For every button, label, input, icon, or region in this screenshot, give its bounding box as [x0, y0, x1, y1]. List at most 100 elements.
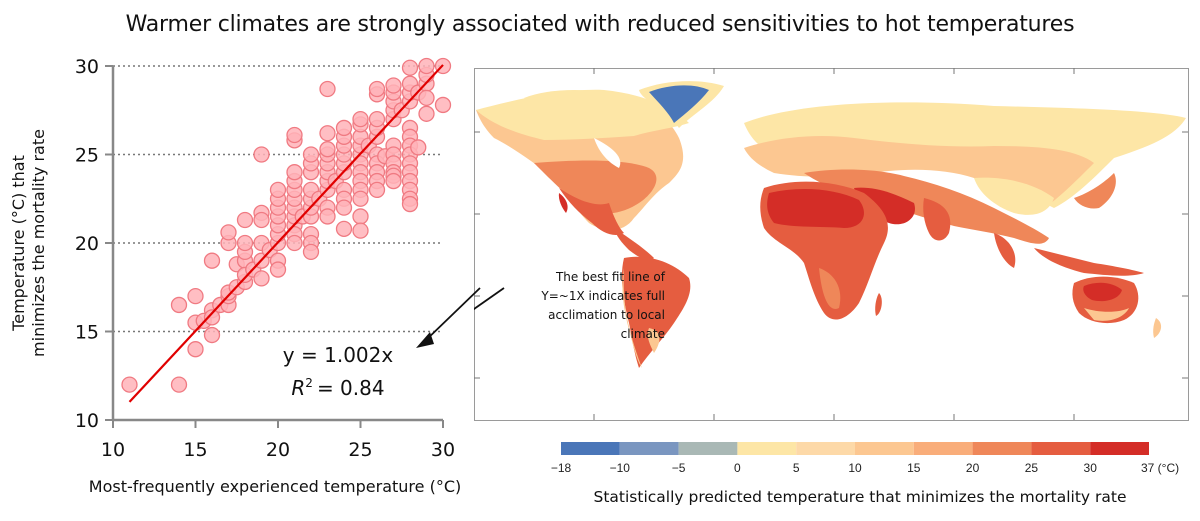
data-point	[335, 199, 353, 216]
r-symbol: R	[291, 376, 305, 400]
data-point	[335, 220, 353, 237]
data-point	[401, 59, 419, 76]
y-tick-label: 30	[75, 56, 99, 78]
data-point	[418, 89, 435, 107]
colorbar-tick-label: 30	[1084, 461, 1098, 475]
x-tick-label: 30	[431, 439, 455, 461]
fit-line	[128, 64, 444, 403]
arrow-line	[423, 287, 481, 343]
map-ticks	[474, 68, 1188, 420]
colorbar-bin	[1031, 442, 1091, 455]
annotation-line: acclimation to local	[548, 308, 665, 322]
colorbar-tick-label: −18	[551, 461, 572, 475]
x-tick-label: 10	[101, 439, 125, 461]
colorbar-tick-labels: −18 −10 −5 0 5 10 15 20 25 30 37 (°C)	[551, 461, 1179, 475]
axes	[105, 65, 444, 428]
world-map	[474, 68, 1189, 421]
data-point	[434, 96, 452, 114]
fit-equation: y = 1.002x	[283, 343, 394, 367]
data-point	[335, 119, 353, 137]
y-axis-title-line2: minimizes the mortality rate	[29, 129, 48, 357]
data-point	[170, 376, 188, 393]
colorbar-tick-label: 20	[966, 461, 980, 475]
annotation-arrow	[474, 287, 505, 311]
arrow-head-layer	[416, 287, 481, 348]
data-point	[352, 110, 369, 128]
data-point	[352, 222, 369, 239]
colorbar-bin	[855, 442, 914, 455]
gridlines	[113, 65, 443, 333]
figure-title: Warmer climates are strongly associated …	[125, 12, 1075, 37]
arrow-head-icon	[416, 332, 434, 348]
data-point	[286, 234, 303, 252]
colorbar-tick-label: 15	[907, 461, 921, 475]
colorbar-bin	[737, 442, 797, 455]
data-point	[253, 270, 270, 287]
south-america	[621, 256, 691, 368]
data-point	[302, 146, 320, 163]
data-point	[352, 208, 369, 225]
southeast-asia	[1034, 173, 1144, 276]
data-point	[236, 211, 254, 229]
annotation-line: climate	[620, 327, 665, 341]
australia	[1072, 276, 1162, 338]
north-america	[476, 89, 689, 261]
y-tick-label: 15	[75, 322, 99, 344]
x-axis-title: Most-frequently experienced temperature …	[89, 477, 461, 496]
colorbar-tick-label: −10	[610, 461, 631, 475]
colorbar-tick-label: 25	[1025, 461, 1039, 475]
annotation-line: Y=~1X indicates full	[541, 289, 665, 303]
colorbar-bin	[619, 442, 679, 455]
data-point	[319, 125, 336, 142]
colorbar-tick-label: 0	[734, 461, 741, 475]
data-point	[401, 195, 419, 213]
data-point	[253, 211, 270, 229]
x-tick-label: 15	[183, 439, 207, 461]
data-point	[236, 234, 254, 252]
data-point	[319, 80, 336, 98]
colorbar-tick-label: 10	[848, 461, 862, 475]
data-point	[385, 172, 402, 190]
africa	[760, 181, 888, 320]
data-point	[368, 80, 386, 98]
colorbar: −18 −10 −5 0 5 10 15 20 25 30 37 (°C)	[551, 442, 1179, 475]
data-point	[302, 243, 320, 261]
r-squared-value: = 0.84	[317, 376, 385, 400]
colorbar-bin	[972, 442, 1032, 455]
superscript-2: 2	[305, 376, 313, 390]
data-point	[418, 57, 435, 75]
data-point	[410, 139, 427, 156]
data-point	[220, 224, 237, 241]
colorbar-bin	[796, 442, 855, 455]
x-tick-labels: 10 15 20 25 30	[101, 439, 455, 461]
data-point	[203, 309, 221, 326]
data-point	[418, 105, 435, 122]
data-point	[121, 376, 138, 393]
x-tick-label: 20	[266, 439, 290, 461]
data-point	[368, 181, 386, 199]
data-point	[187, 341, 204, 358]
data-point	[385, 77, 402, 94]
fit-line-group	[128, 64, 444, 403]
arctic-islands	[524, 90, 604, 104]
colorbar-tick-label: 37 (°C)	[1141, 461, 1179, 475]
data-point	[368, 110, 386, 128]
colorbar-bin	[561, 442, 620, 455]
data-point	[319, 141, 336, 158]
y-tick-label: 25	[75, 145, 99, 167]
y-tick-label: 10	[75, 410, 99, 432]
colorbar-tick-label: −5	[672, 461, 686, 475]
data-point	[203, 326, 221, 344]
scatter-plot: 10 15 20 25 30 10 15 20 25 30 Most-frequently ex…	[9, 56, 461, 496]
y-tick-labels: 10 15 20 25 30	[75, 56, 99, 432]
data-point	[269, 181, 287, 199]
data-point	[187, 287, 204, 305]
data-point	[203, 252, 221, 269]
data-point	[286, 164, 303, 181]
y-tick-label: 20	[75, 233, 99, 255]
data-point	[170, 296, 188, 314]
data-point	[286, 126, 303, 144]
r-squared: R2 = 0.84	[291, 376, 384, 400]
colorbar-bin	[913, 442, 973, 455]
greenland	[639, 81, 724, 128]
